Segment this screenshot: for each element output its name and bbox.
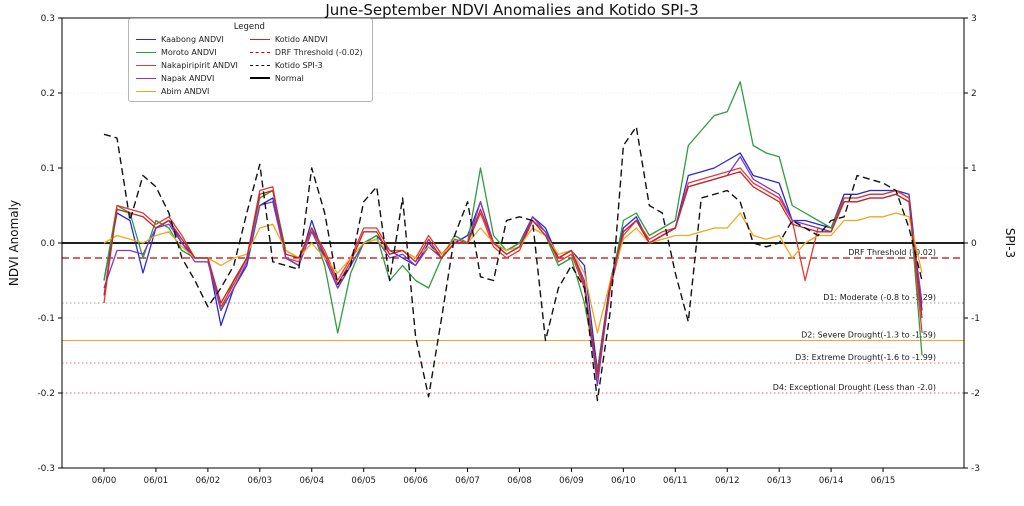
legend-entry: Normal [249,73,363,83]
legend-entry-label: Kaabong ANDVI [161,34,224,44]
legend-entry: Nakapiripirit ANDVI [136,60,238,70]
legend-line-swatch [249,77,270,79]
legend-column: Kotido ANDVI DRF Threshold (-0.02) Kotido … [249,34,363,96]
series-napak-andvi [103,156,923,387]
legend-column: Kaabong ANDVI Moroto ANDVI Nakapiripirit A… [136,34,238,96]
left-tick-label: 0.1 [41,164,55,174]
legend-entry-label: Kotido SPI-3 [274,60,323,70]
legend-entry-label: Normal [274,73,304,83]
legend-line-swatch [249,64,270,66]
left-tick-label: -0.1 [37,314,55,324]
refline-label-d2-severe: D2: Severe Drought(-1.3 to -1.59) [801,331,936,340]
legend-entry-label: Nakapiripirit ANDVI [161,60,238,70]
series-kotido-spi-3 [103,126,923,402]
legend-title: Legend [233,22,265,32]
chart-title: June-September NDVI Anomalies and Kotido… [325,1,699,19]
x-tick-label: 06/01 [144,476,169,486]
legend-line-swatch [136,64,156,66]
legend-entry-label: Kotido ANDVI [274,34,328,44]
legend-entry: Abim ANDVI [136,86,238,96]
refline-label-d3-extreme: D3: Extreme Drought(-1.6 to -1.99) [795,353,936,362]
legend-entry: Moroto ANDVI [136,47,238,57]
legend-line-swatch [249,38,270,40]
x-tick-label: 06/15 [871,476,896,486]
series-kotido-andvi [103,171,923,375]
x-tick-label: 06/09 [559,476,584,486]
legend-entry: DRF Threshold (-0.02) [249,47,363,57]
legend-columns: Kaabong ANDVI Moroto ANDVI Nakapiripirit A… [136,34,363,96]
x-tick-label: 06/13 [767,476,792,486]
x-tick-label: 06/05 [351,476,376,486]
x-tick-label: 06/07 [455,476,480,486]
right-tick-label: -3 [971,464,980,474]
legend-entry-label: DRF Threshold (-0.02) [274,47,363,57]
x-tick-label: 06/00 [92,476,117,486]
y-axis-label-left: NDVI Anomaly [7,199,21,287]
x-tick-label: 06/10 [611,476,636,486]
left-tick-label: -0.3 [37,464,55,474]
x-tick-label: 06/02 [196,476,221,486]
left-tick-label: 0.0 [41,239,56,249]
x-tick-label: 06/08 [507,476,532,486]
legend-entry: Kaabong ANDVI [136,34,238,44]
x-tick-label: 06/11 [663,476,688,486]
legend-entry: Kotido SPI-3 [249,60,363,70]
right-tick-label: 2 [971,89,977,99]
series-nakapiripirit-andvi [103,167,923,379]
legend-line-swatch [136,38,156,40]
legend: Legend Kaabong ANDVI Moroto ANDVI Nakapiri… [128,18,373,102]
x-tick-label: 06/12 [715,476,740,486]
legend-line-swatch [136,77,156,79]
legend-line-swatch [136,51,156,53]
axis-ticks: 0.3 3 0.2 2 0.1 1 0.0 0 -0.1 -1 -0.2 -2 -0.3 -3 06/00 0… [37,14,980,486]
legend-entry-label: Napak ANDVI [161,73,215,83]
legend-line-swatch [249,51,270,53]
refline-label-drf-threshold: DRF Threshold (-0.02) [848,248,936,257]
legend-entry: Napak ANDVI [136,73,238,83]
right-tick-label: 3 [971,14,977,24]
left-tick-label: 0.3 [41,14,55,24]
left-tick-label: 0.2 [41,89,55,99]
x-tick-label: 06/14 [819,476,844,486]
right-tick-label: 0 [971,239,977,249]
left-tick-label: -0.2 [37,389,55,399]
x-tick-label: 06/03 [248,476,273,486]
series-abim-andvi [103,212,923,334]
y-axis-label-right: SPI-3 [1003,227,1017,259]
legend-line-swatch [136,90,156,92]
reference-lines: DRF Threshold (-0.02) D1: Moderate (-0.8 … [62,242,964,394]
refline-label-d1-moderate: D1: Moderate (-0.8 to -1.29) [823,293,936,302]
legend-entry: Kotido ANDVI [249,34,363,44]
right-tick-label: 1 [971,164,977,174]
right-tick-label: -2 [971,389,980,399]
legend-entry-label: Abim ANDVI [161,86,210,96]
legend-entry-label: Moroto ANDVI [161,47,217,57]
x-tick-label: 06/06 [403,476,428,486]
refline-label-d4-exceptional: D4: Exceptional Drought (Less than -2.0) [773,383,936,392]
x-tick-label: 06/04 [299,476,324,486]
right-tick-label: -1 [971,314,980,324]
